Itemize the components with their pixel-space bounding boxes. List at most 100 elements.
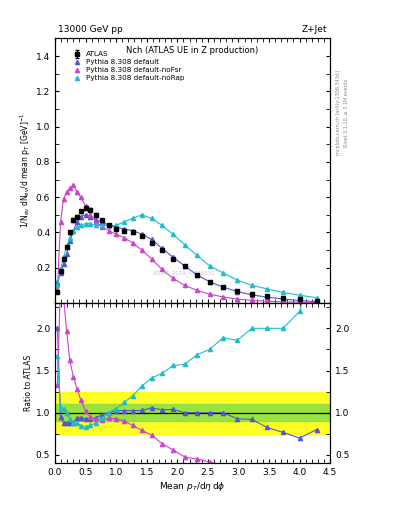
Pythia 8.308 default [149,237,154,243]
Pythia 8.308 default-noRap [160,222,164,228]
Pythia 8.308 default-noFsr [235,296,240,302]
Pythia 8.308 default-noRap [208,263,212,269]
Pythia 8.308 default-noRap [221,270,226,276]
Pythia 8.308 default [195,272,199,278]
Pythia 8.308 default-noFsr [75,189,79,195]
Pythia 8.308 default-noRap [122,219,127,225]
Pythia 8.308 default-noFsr [83,203,88,209]
Pythia 8.308 default [140,231,144,237]
Pythia 8.308 default-noRap [55,282,60,288]
Text: Nch (ATLAS UE in Z production): Nch (ATLAS UE in Z production) [127,47,259,55]
Pythia 8.308 default [221,284,226,290]
Text: Rivet 3.1.10, ≥ 3.1M events: Rivet 3.1.10, ≥ 3.1M events [344,78,349,147]
Pythia 8.308 default [171,254,175,260]
Pythia 8.308 default-noFsr [297,299,302,305]
Pythia 8.308 default-noFsr [221,294,226,300]
Pythia 8.308 default-noFsr [182,282,187,288]
Pythia 8.308 default-noFsr [94,219,98,225]
Pythia 8.308 default-noRap [107,222,111,228]
Pythia 8.308 default-noRap [94,222,98,228]
Pythia 8.308 default [83,212,88,218]
Pythia 8.308 default [71,228,76,234]
Pythia 8.308 default [75,219,79,225]
Pythia 8.308 default-noRap [171,231,175,237]
Pythia 8.308 default [88,214,93,220]
Pythia 8.308 default-noRap [78,222,83,228]
Pythia 8.308 default-noFsr [58,219,63,225]
Pythia 8.308 default [182,263,187,269]
Pythia 8.308 default [114,224,119,230]
Pythia 8.308 default-noRap [140,212,144,218]
Pythia 8.308 default [107,222,111,228]
Pythia 8.308 default [130,228,135,234]
Pythia 8.308 default-noFsr [67,185,72,191]
Pythia 8.308 default [100,219,105,225]
Pythia 8.308 default [58,270,63,276]
Pythia 8.308 default-noFsr [78,194,83,200]
Pythia 8.308 default [64,250,69,257]
Pythia 8.308 default-noFsr [55,286,60,292]
Line: Pythia 8.308 default: Pythia 8.308 default [55,212,319,304]
Pythia 8.308 default-noFsr [250,297,254,304]
Pythia 8.308 default-noRap [281,289,285,295]
Line: Pythia 8.308 default-noRap: Pythia 8.308 default-noRap [55,212,319,300]
Text: ATLAS_2019_I1736531: ATLAS_2019_I1736531 [153,270,216,275]
Pythia 8.308 default-noRap [61,254,66,260]
Pythia 8.308 default-noFsr [265,298,270,304]
Pythia 8.308 default-noRap [195,252,199,259]
Pythia 8.308 default-noRap [114,222,119,228]
Pythia 8.308 default-noFsr [64,189,69,195]
Pythia 8.308 default-noRap [235,277,240,283]
Pythia 8.308 default [235,288,240,294]
Pythia 8.308 default-noFsr [88,212,93,218]
Pythia 8.308 default [78,214,83,220]
Pythia 8.308 default-noFsr [140,247,144,253]
Pythia 8.308 default-noRap [71,228,76,234]
Pythia 8.308 default-noFsr [281,298,285,305]
Pythia 8.308 default-noFsr [195,287,199,293]
Pythia 8.308 default-noRap [250,282,254,288]
Pythia 8.308 default [67,238,72,244]
Pythia 8.308 default-noRap [297,292,302,298]
Pythia 8.308 default-noFsr [314,300,319,306]
Pythia 8.308 default-noFsr [160,266,164,272]
Pythia 8.308 default-noRap [58,266,63,272]
Pythia 8.308 default-noRap [64,244,69,250]
Pythia 8.308 default-noFsr [61,196,66,202]
Pythia 8.308 default-noFsr [130,240,135,246]
Pythia 8.308 default-noFsr [171,275,175,282]
Pythia 8.308 default-noRap [182,242,187,248]
Pythia 8.308 default [208,279,212,285]
Pythia 8.308 default-noFsr [114,231,119,237]
Text: mcplots.cern.ch [arXiv:1306.3436]: mcplots.cern.ch [arXiv:1306.3436] [336,70,341,155]
Pythia 8.308 default-noFsr [100,224,105,230]
Pythia 8.308 default [250,292,254,298]
Pythia 8.308 default-noFsr [107,228,111,234]
Line: Pythia 8.308 default-noFsr: Pythia 8.308 default-noFsr [55,183,319,305]
Pythia 8.308 default-noRap [149,215,154,221]
Pythia 8.308 default-noFsr [122,234,127,241]
Pythia 8.308 default [55,279,60,285]
Pythia 8.308 default [160,245,164,251]
Y-axis label: Ratio to ATLAS: Ratio to ATLAS [24,355,33,411]
Pythia 8.308 default [297,297,302,304]
Pythia 8.308 default [122,226,127,232]
Y-axis label: 1/N$_{ev}$ dN$_{ev}$/d mean p$_T$ [GeV]$^{-1}$: 1/N$_{ev}$ dN$_{ev}$/d mean p$_T$ [GeV]$… [18,113,33,228]
Pythia 8.308 default-noRap [67,234,72,241]
Pythia 8.308 default-noFsr [71,182,76,188]
Text: Z+Jet: Z+Jet [302,26,327,34]
Pythia 8.308 default-noRap [265,286,270,292]
Pythia 8.308 default [61,261,66,267]
Pythia 8.308 default-noFsr [149,256,154,262]
Text: 13000 GeV pp: 13000 GeV pp [58,26,123,34]
Legend: ATLAS, Pythia 8.308 default, Pythia 8.308 default-noFsr, Pythia 8.308 default-no: ATLAS, Pythia 8.308 default, Pythia 8.30… [70,50,185,82]
Pythia 8.308 default-noRap [130,215,135,221]
Pythia 8.308 default-noRap [88,221,93,227]
Pythia 8.308 default [314,298,319,305]
Pythia 8.308 default-noRap [314,294,319,301]
Pythia 8.308 default-noFsr [208,291,212,297]
Pythia 8.308 default-noRap [100,222,105,228]
Pythia 8.308 default-noRap [75,224,79,230]
Pythia 8.308 default [265,294,270,300]
Pythia 8.308 default [94,217,98,223]
